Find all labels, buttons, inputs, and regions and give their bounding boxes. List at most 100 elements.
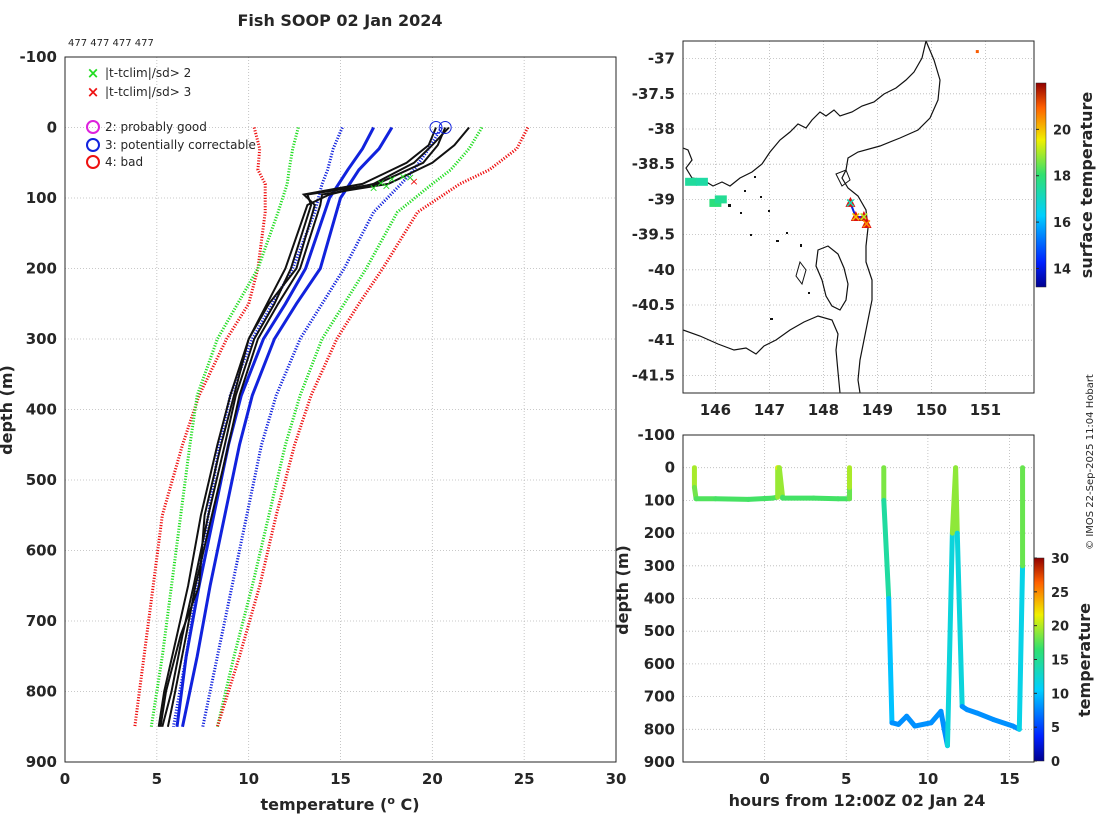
legend-circle-icon <box>86 138 100 152</box>
profile-series-line <box>215 126 484 728</box>
flag-cross-marker: × <box>398 170 407 183</box>
map-y-tick-label: -41.5 <box>632 366 675 384</box>
legend-label: |t-tclim|/sd> 3 <box>105 85 191 99</box>
profile-x-axis-label: temperature (o C) <box>260 794 419 814</box>
map-data-point: × <box>845 196 856 211</box>
section-y-tick-label: 200 <box>644 524 675 542</box>
map-coastline <box>683 41 941 393</box>
profile-y-tick-label: 100 <box>26 189 57 207</box>
legend-cross-icon: × <box>87 83 100 101</box>
profile-x-ticks: 0 5 10 15 20 25 30 <box>60 770 627 788</box>
profile-x-tick-label: 0 <box>60 770 70 788</box>
map-y-tick-label: -38 <box>648 120 675 138</box>
map-y-tick-label: -39.5 <box>632 226 675 244</box>
section-colorbar-tick-label: 5 <box>1051 721 1060 736</box>
section-colorbar-tick-label: 10 <box>1051 687 1069 702</box>
legend-label: |t-tclim|/sd> 2 <box>105 66 191 80</box>
profile-grid <box>64 56 617 763</box>
flag-cross-marker: × <box>369 181 378 194</box>
map-colorbar-tick-label: 16 <box>1053 216 1071 231</box>
map-x-tick-label: 150 <box>916 401 947 419</box>
profile-y-tick-label: 900 <box>26 753 57 771</box>
section-y-tick-label: 700 <box>644 688 675 706</box>
island <box>795 260 807 286</box>
map-data-point <box>685 177 698 186</box>
map-y-tick-label: -40 <box>648 261 675 279</box>
section-y-axis-label: depth (m) <box>613 545 632 635</box>
map-x-tick-label: 151 <box>970 401 1001 419</box>
section-y-tick-label: 500 <box>644 622 675 640</box>
flag-cross-marker: × <box>406 171 415 184</box>
map-y-tick-label: -38.5 <box>632 155 675 173</box>
section-track-segment <box>811 495 841 502</box>
section-x-ticks: 0 5 10 15 <box>759 770 1020 788</box>
map-data-point <box>695 177 708 186</box>
section-track-segment <box>745 495 776 502</box>
map-flag-triangle <box>850 211 861 221</box>
map-data-point <box>714 195 727 204</box>
section-x-tick-label: 0 <box>759 770 769 788</box>
section-y-tick-label: 100 <box>644 491 675 509</box>
section-x-tick-label: 10 <box>917 770 938 788</box>
section-colorbar-label: temperature <box>1075 603 1094 717</box>
section-y-tick-label: 400 <box>644 590 675 608</box>
section-colorbar-tick-label: 15 <box>1051 654 1069 669</box>
map-x-ticks: 146 147 148 149 150 151 <box>700 401 1001 419</box>
section-track-segment <box>954 530 965 709</box>
section-grid <box>683 434 1034 763</box>
map-x-tick-label: 148 <box>808 401 839 419</box>
section-y-tick-label: 0 <box>665 459 675 477</box>
section-track-segment <box>944 530 955 749</box>
map-y-tick-label: -41 <box>648 331 675 349</box>
profile-y-axis-label: depth (m) <box>0 365 16 455</box>
map-colorbar-label: surface temperature <box>1077 92 1096 279</box>
map-y-tick-label: -39 <box>648 190 675 208</box>
map-x-tick-label: 149 <box>862 401 893 419</box>
profile-y-tick-label: 800 <box>26 683 57 701</box>
section-x-tick-label: 5 <box>841 770 851 788</box>
map-colorbar-tick-label: 18 <box>1053 170 1071 185</box>
map-panel: ×××× 146 147 148 149 150 151 -37-37.5-38-38.5… <box>632 40 1096 419</box>
section-track-segment <box>953 465 960 536</box>
section-track-segment <box>881 497 892 601</box>
coastline-east <box>841 41 941 393</box>
map-y-tick-label: -37.5 <box>632 85 675 103</box>
profile-y-ticks: -100 0 100 200 300 400 500 600 700 800 900 <box>19 48 57 771</box>
section-colorbar-tick-label: 30 <box>1051 552 1069 567</box>
map-x-tick-label: 146 <box>700 401 731 419</box>
map-data-point: × <box>850 210 861 225</box>
profile-panel: Fish SOOP 02 Jan 2024 477 477 477 477 × ×… <box>0 11 626 814</box>
section-x-tick-label: 15 <box>999 770 1020 788</box>
profile-axes-frame <box>64 56 617 763</box>
map-data-point: × <box>858 210 869 225</box>
section-y-ticks: -100 0 100 200 300 400 500 600 700 800 900 <box>637 426 675 771</box>
map-axes-frame <box>682 40 1035 394</box>
legend-label: 3: potentially correctable <box>105 138 256 152</box>
profile-y-tick-label: 200 <box>26 260 57 278</box>
profile-series-line <box>215 126 530 728</box>
profile-legend: × |t-tclim|/sd> 2 × |t-tclim|/sd> 3 2: proba… <box>86 64 256 169</box>
profile-y-tick-label: 600 <box>26 542 57 560</box>
legend-label: 2: probably good <box>105 120 207 134</box>
section-colorbar-tick-label: 0 <box>1051 755 1060 770</box>
legend-circle-icon <box>86 120 100 134</box>
profile-series-line <box>171 126 344 728</box>
section-track-segment <box>990 716 1016 729</box>
small-islands <box>728 176 810 320</box>
legend-cross-icon: × <box>87 64 100 82</box>
section-track-segment <box>886 596 895 726</box>
profile-y-tick-label: -100 <box>19 48 57 66</box>
profile-x-tick-label: 10 <box>238 770 259 788</box>
map-y-ticks: -37 -37.5 -38 -38.5 -39 -39.5 -40 -40.5 -41 -41.5 <box>632 50 675 385</box>
map-y-tick-label: -37 <box>648 50 675 68</box>
profile-series-line <box>181 126 394 728</box>
profile-series-line <box>133 127 267 727</box>
section-x-axis-label: hours from 12:00Z 02 Jan 24 <box>729 791 986 810</box>
flag-cross-marker: × <box>409 175 418 188</box>
profile-series-line <box>166 126 470 728</box>
map-y-tick-label: -40.5 <box>632 296 675 314</box>
legend-circle-icon <box>86 155 100 169</box>
profile-x-tick-label: 5 <box>152 770 162 788</box>
profile-y-tick-label: 300 <box>26 330 57 348</box>
section-track-segment <box>912 720 934 729</box>
